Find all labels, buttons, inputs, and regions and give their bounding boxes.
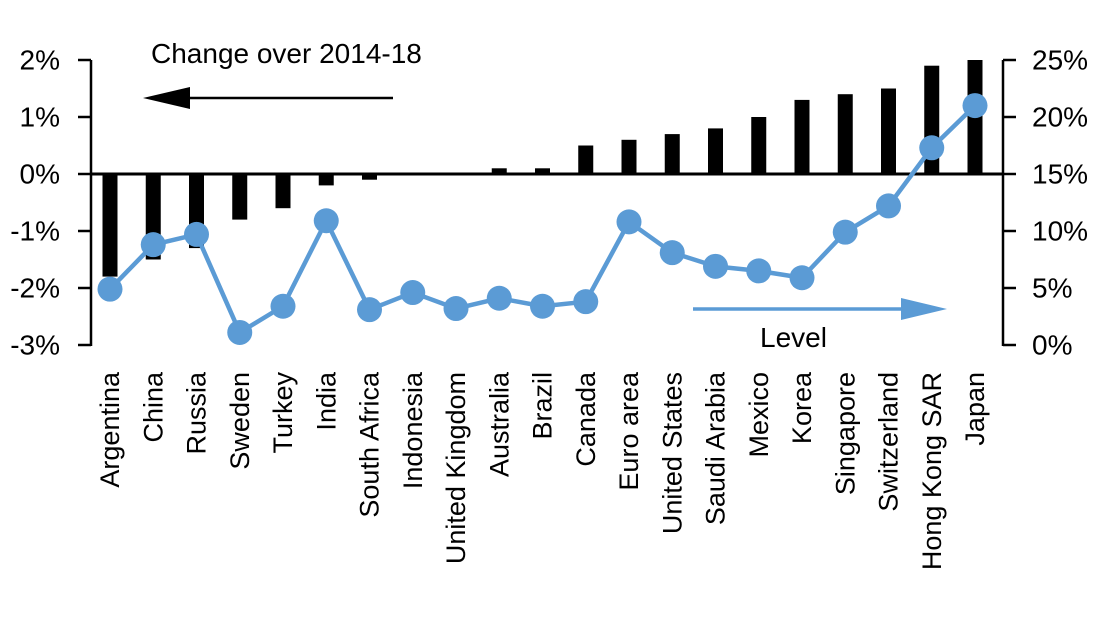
marker-australia <box>486 285 512 311</box>
bar-united-states <box>664 134 680 174</box>
marker-united-kingdom <box>443 296 469 322</box>
left-axis-tick-label: 2% <box>20 45 60 76</box>
x-label-sweden: Sweden <box>225 372 255 470</box>
x-label-turkey: Turkey <box>268 372 298 454</box>
bar-switzerland <box>881 88 896 174</box>
bar-sweden <box>232 174 248 220</box>
x-label-euro-area: Euro area <box>614 371 644 491</box>
marker-korea <box>789 265 815 291</box>
x-label-hong-kong-sar: Hong Kong SAR <box>917 372 947 570</box>
bar-india <box>318 174 334 186</box>
x-label-united-states: United States <box>657 372 687 534</box>
marker-russia <box>184 221 209 247</box>
left-axis-tick-label: 1% <box>20 102 60 133</box>
change-arrow-left-icon <box>143 87 393 109</box>
level-arrow-right-icon <box>693 298 947 320</box>
marker-saudi-arabia <box>703 253 728 279</box>
marker-japan <box>962 93 988 119</box>
marker-turkey <box>270 293 296 319</box>
bar-turkey <box>275 174 291 209</box>
bar-argentina <box>102 174 118 277</box>
marker-china <box>140 232 166 258</box>
bar-south-africa <box>362 174 377 180</box>
left-axis-tick-label: -3% <box>10 330 60 361</box>
line-series-label: Level <box>760 322 827 353</box>
marker-indonesia <box>400 280 426 306</box>
bar-korea <box>794 99 810 174</box>
right-axis-tick-label: 0% <box>1032 330 1072 361</box>
marker-south-africa <box>357 297 382 323</box>
left-axis-tick-label: -1% <box>10 216 60 247</box>
bar-euro-area <box>621 139 637 174</box>
bar-singapore <box>837 94 853 174</box>
x-label-argentina: Argentina <box>95 371 125 488</box>
x-label-korea: Korea <box>787 371 817 444</box>
marker-singapore <box>832 219 858 245</box>
right-axis-tick-label: 25% <box>1032 45 1088 76</box>
marker-mexico <box>746 258 772 284</box>
bar-mexico <box>751 117 767 174</box>
bar-australia <box>491 168 507 174</box>
marker-argentina <box>97 276 123 302</box>
bar-canada <box>578 145 594 174</box>
right-axis-tick-label: 20% <box>1032 102 1088 133</box>
marker-india <box>313 208 339 234</box>
left-axis-tick-label: -2% <box>10 273 60 304</box>
x-label-canada: Canada <box>571 371 601 467</box>
marker-united-states <box>659 240 685 266</box>
right-axis-tick-label: 10% <box>1032 216 1088 247</box>
x-label-australia: Australia <box>484 371 514 477</box>
x-label-india: India <box>311 371 341 431</box>
right-axis-tick-label: 5% <box>1032 273 1072 304</box>
x-label-indonesia: Indonesia <box>398 371 428 489</box>
bar-brazil <box>535 168 550 174</box>
x-label-brazil: Brazil <box>528 372 558 440</box>
right-axis-tick-label: 15% <box>1032 159 1088 190</box>
left-axis-tick-label: 0% <box>20 159 60 190</box>
x-label-mexico: Mexico <box>744 372 774 458</box>
x-label-saudi-arabia: Saudi Arabia <box>701 371 731 525</box>
x-label-china: China <box>138 371 168 443</box>
marker-euro-area <box>616 209 642 235</box>
x-label-south-africa: South Africa <box>355 371 385 518</box>
marker-canada <box>573 289 599 315</box>
bar-saudi-arabia <box>708 128 723 174</box>
marker-sweden <box>227 319 253 345</box>
marker-brazil <box>530 293 555 319</box>
marker-hong-kong-sar <box>919 135 945 161</box>
x-label-singapore: Singapore <box>830 372 860 495</box>
bar-series-label: Change over 2014-18 <box>151 38 422 69</box>
marker-switzerland <box>876 193 901 219</box>
x-label-japan: Japan <box>960 372 990 446</box>
x-label-united-kingdom: United Kingdom <box>441 372 471 564</box>
x-label-russia: Russia <box>182 371 212 455</box>
x-label-switzerland: Switzerland <box>874 372 904 512</box>
